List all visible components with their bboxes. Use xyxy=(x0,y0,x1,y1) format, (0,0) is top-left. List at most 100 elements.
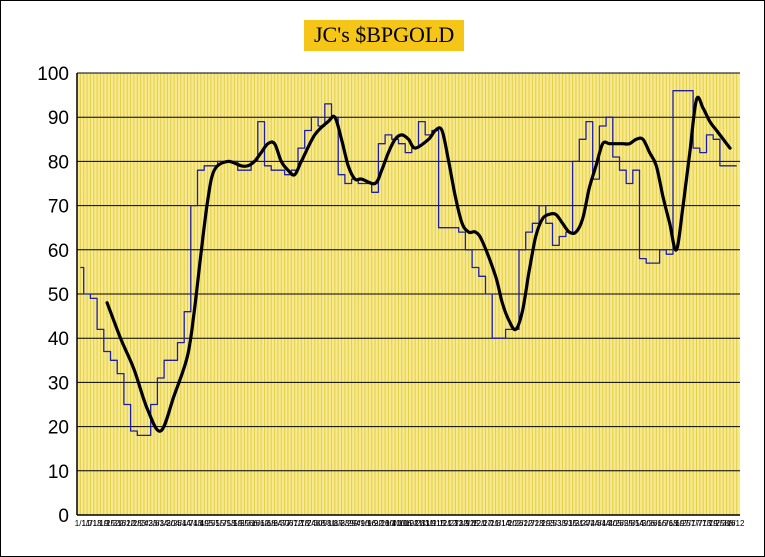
x-tick-label: 7/24 xyxy=(300,519,316,528)
horizontal-gridlines xyxy=(77,72,740,516)
x-tick-label: 7/19 xyxy=(702,519,718,528)
x-tick-label: 4/1 xyxy=(175,519,187,528)
x-tick-label: 6/12 xyxy=(253,519,269,528)
x-tick-label: 6/1 xyxy=(651,519,663,528)
x-tick-label: 12/9 xyxy=(454,519,470,528)
x-tick-label: 6/13 xyxy=(662,519,678,528)
y-tick-label: 30 xyxy=(48,373,69,394)
x-tick-label: 1/31 xyxy=(106,519,122,528)
x-tick-label: 6/6 xyxy=(249,519,261,528)
x-tick-label: 2/19 xyxy=(535,519,551,528)
x-tick-label: 4/25 xyxy=(200,519,216,528)
x-tick-label: 9/22 xyxy=(367,519,383,528)
x-tick-label: 12/15 xyxy=(459,519,480,528)
x-tick-label: 5/26 xyxy=(642,519,658,528)
y-tick-label: 70 xyxy=(48,197,69,218)
x-tick-label: 2/25 xyxy=(541,519,557,528)
x-tick-label: 11/27 xyxy=(439,519,459,528)
series-lines xyxy=(80,90,737,437)
x-tick-label: 1/20 xyxy=(501,519,517,528)
x-tick-label: 1/26 xyxy=(508,519,524,528)
x-axis-ticks: 1/11/71/131/191/251/312/62/122/182/243/2… xyxy=(75,519,745,528)
x-tick-label: 4/26 xyxy=(608,519,624,528)
x-tick-label: 9/4 xyxy=(349,519,361,528)
x-tick-label: 3/26 xyxy=(166,519,182,528)
x-tick-label: 7/25 xyxy=(709,519,725,528)
y-tick-label: 100 xyxy=(37,64,69,85)
x-tick-label: 8/12 xyxy=(729,519,745,528)
x-tick-label: 4/14 xyxy=(595,519,611,528)
x-tick-label: 7/6 xyxy=(282,519,294,528)
x-tick-label: 4/7 xyxy=(182,519,194,528)
y-tick-label: 50 xyxy=(48,285,69,306)
x-tick-label: 6/25 xyxy=(675,519,691,528)
x-tick-label: 9/16 xyxy=(361,519,377,528)
x-tick-label: 5/8 xyxy=(624,519,636,528)
y-tick-label: 0 xyxy=(58,506,69,527)
x-tick-label: 3/9 xyxy=(557,519,569,528)
x-tick-label: 2/7 xyxy=(523,519,535,528)
x-tick-label: 10/22 xyxy=(398,519,419,528)
x-tick-label: 10/28 xyxy=(405,519,426,528)
x-tick-label: 2/1 xyxy=(517,519,529,528)
x-tick-label: 2/13 xyxy=(528,519,544,528)
x-tick-label: 12/27 xyxy=(472,519,493,528)
x-tick-label: 1/19 xyxy=(93,519,109,528)
series-line-raw xyxy=(80,90,737,437)
x-tick-label: 11/9 xyxy=(421,519,437,528)
x-tick-label: 1/25 xyxy=(99,519,115,528)
y-tick-label: 60 xyxy=(48,241,69,262)
x-tick-label: 7/1 xyxy=(684,519,696,528)
x-tick-label: 6/30 xyxy=(273,519,289,528)
x-tick-label: 4/20 xyxy=(602,519,618,528)
x-tick-label: 11/3 xyxy=(414,519,430,528)
y-tick-label: 80 xyxy=(48,152,69,173)
x-tick-label: 5/25 xyxy=(233,519,249,528)
x-tick-label: 9/10 xyxy=(354,519,370,528)
x-tick-label: 3/15 xyxy=(561,519,577,528)
x-tick-label: 11/21 xyxy=(432,519,452,528)
x-tick-label: 1/1 xyxy=(75,519,87,528)
y-tick-label: 90 xyxy=(48,108,69,129)
x-tick-label: 5/13 xyxy=(220,519,236,528)
x-tick-label: 2/12 xyxy=(119,519,135,528)
x-tick-label: 5/2 xyxy=(617,519,629,528)
x-tick-label: 7/12 xyxy=(287,519,303,528)
series-line-smoothed xyxy=(105,95,732,433)
y-tick-label: 20 xyxy=(48,418,69,439)
x-tick-label: 4/13 xyxy=(186,519,202,528)
x-tick-label: 1/2 xyxy=(483,519,495,528)
x-tick-label: 4/8 xyxy=(590,519,602,528)
x-tick-label: 8/17 xyxy=(327,519,343,528)
x-tick-label: 1/13 xyxy=(86,519,102,528)
x-tick-label: 7/30 xyxy=(307,519,323,528)
x-tick-label: 5/20 xyxy=(635,519,651,528)
x-tick-label: 6/19 xyxy=(669,519,685,528)
x-tick-label: 12/21 xyxy=(465,519,486,528)
x-tick-label: 7/13 xyxy=(695,519,711,528)
x-tick-label: 3/3 xyxy=(550,519,562,528)
x-tick-label: 10/10 xyxy=(385,519,406,528)
x-tick-label: 8/6 xyxy=(724,519,736,528)
x-tick-label: 1/8 xyxy=(490,519,502,528)
x-tick-label: 11/15 xyxy=(426,519,446,528)
chart-title: JC's $BPGOLD xyxy=(304,20,465,51)
x-tick-label: 7/18 xyxy=(294,519,310,528)
x-tick-label: 3/20 xyxy=(160,519,176,528)
x-tick-label: 3/2 xyxy=(142,519,154,528)
x-tick-label: 6/7 xyxy=(657,519,669,528)
x-tick-label: 1/7 xyxy=(81,519,93,528)
x-tick-label: 5/1 xyxy=(209,519,221,528)
x-tick-label: 2/18 xyxy=(126,519,142,528)
x-tick-label: 7/31 xyxy=(715,519,731,528)
x-tick-label: 8/5 xyxy=(316,519,328,528)
x-tick-label: 6/18 xyxy=(260,519,276,528)
x-tick-label: 5/7 xyxy=(215,519,227,528)
x-tick-label: 1/14 xyxy=(494,519,510,528)
x-tick-label: 7/7 xyxy=(691,519,703,528)
x-tick-label: 2/24 xyxy=(133,519,149,528)
x-tick-label: 4/2 xyxy=(584,519,596,528)
x-tick-label: 10/16 xyxy=(392,519,413,528)
x-tick-label: 8/29 xyxy=(340,519,356,528)
